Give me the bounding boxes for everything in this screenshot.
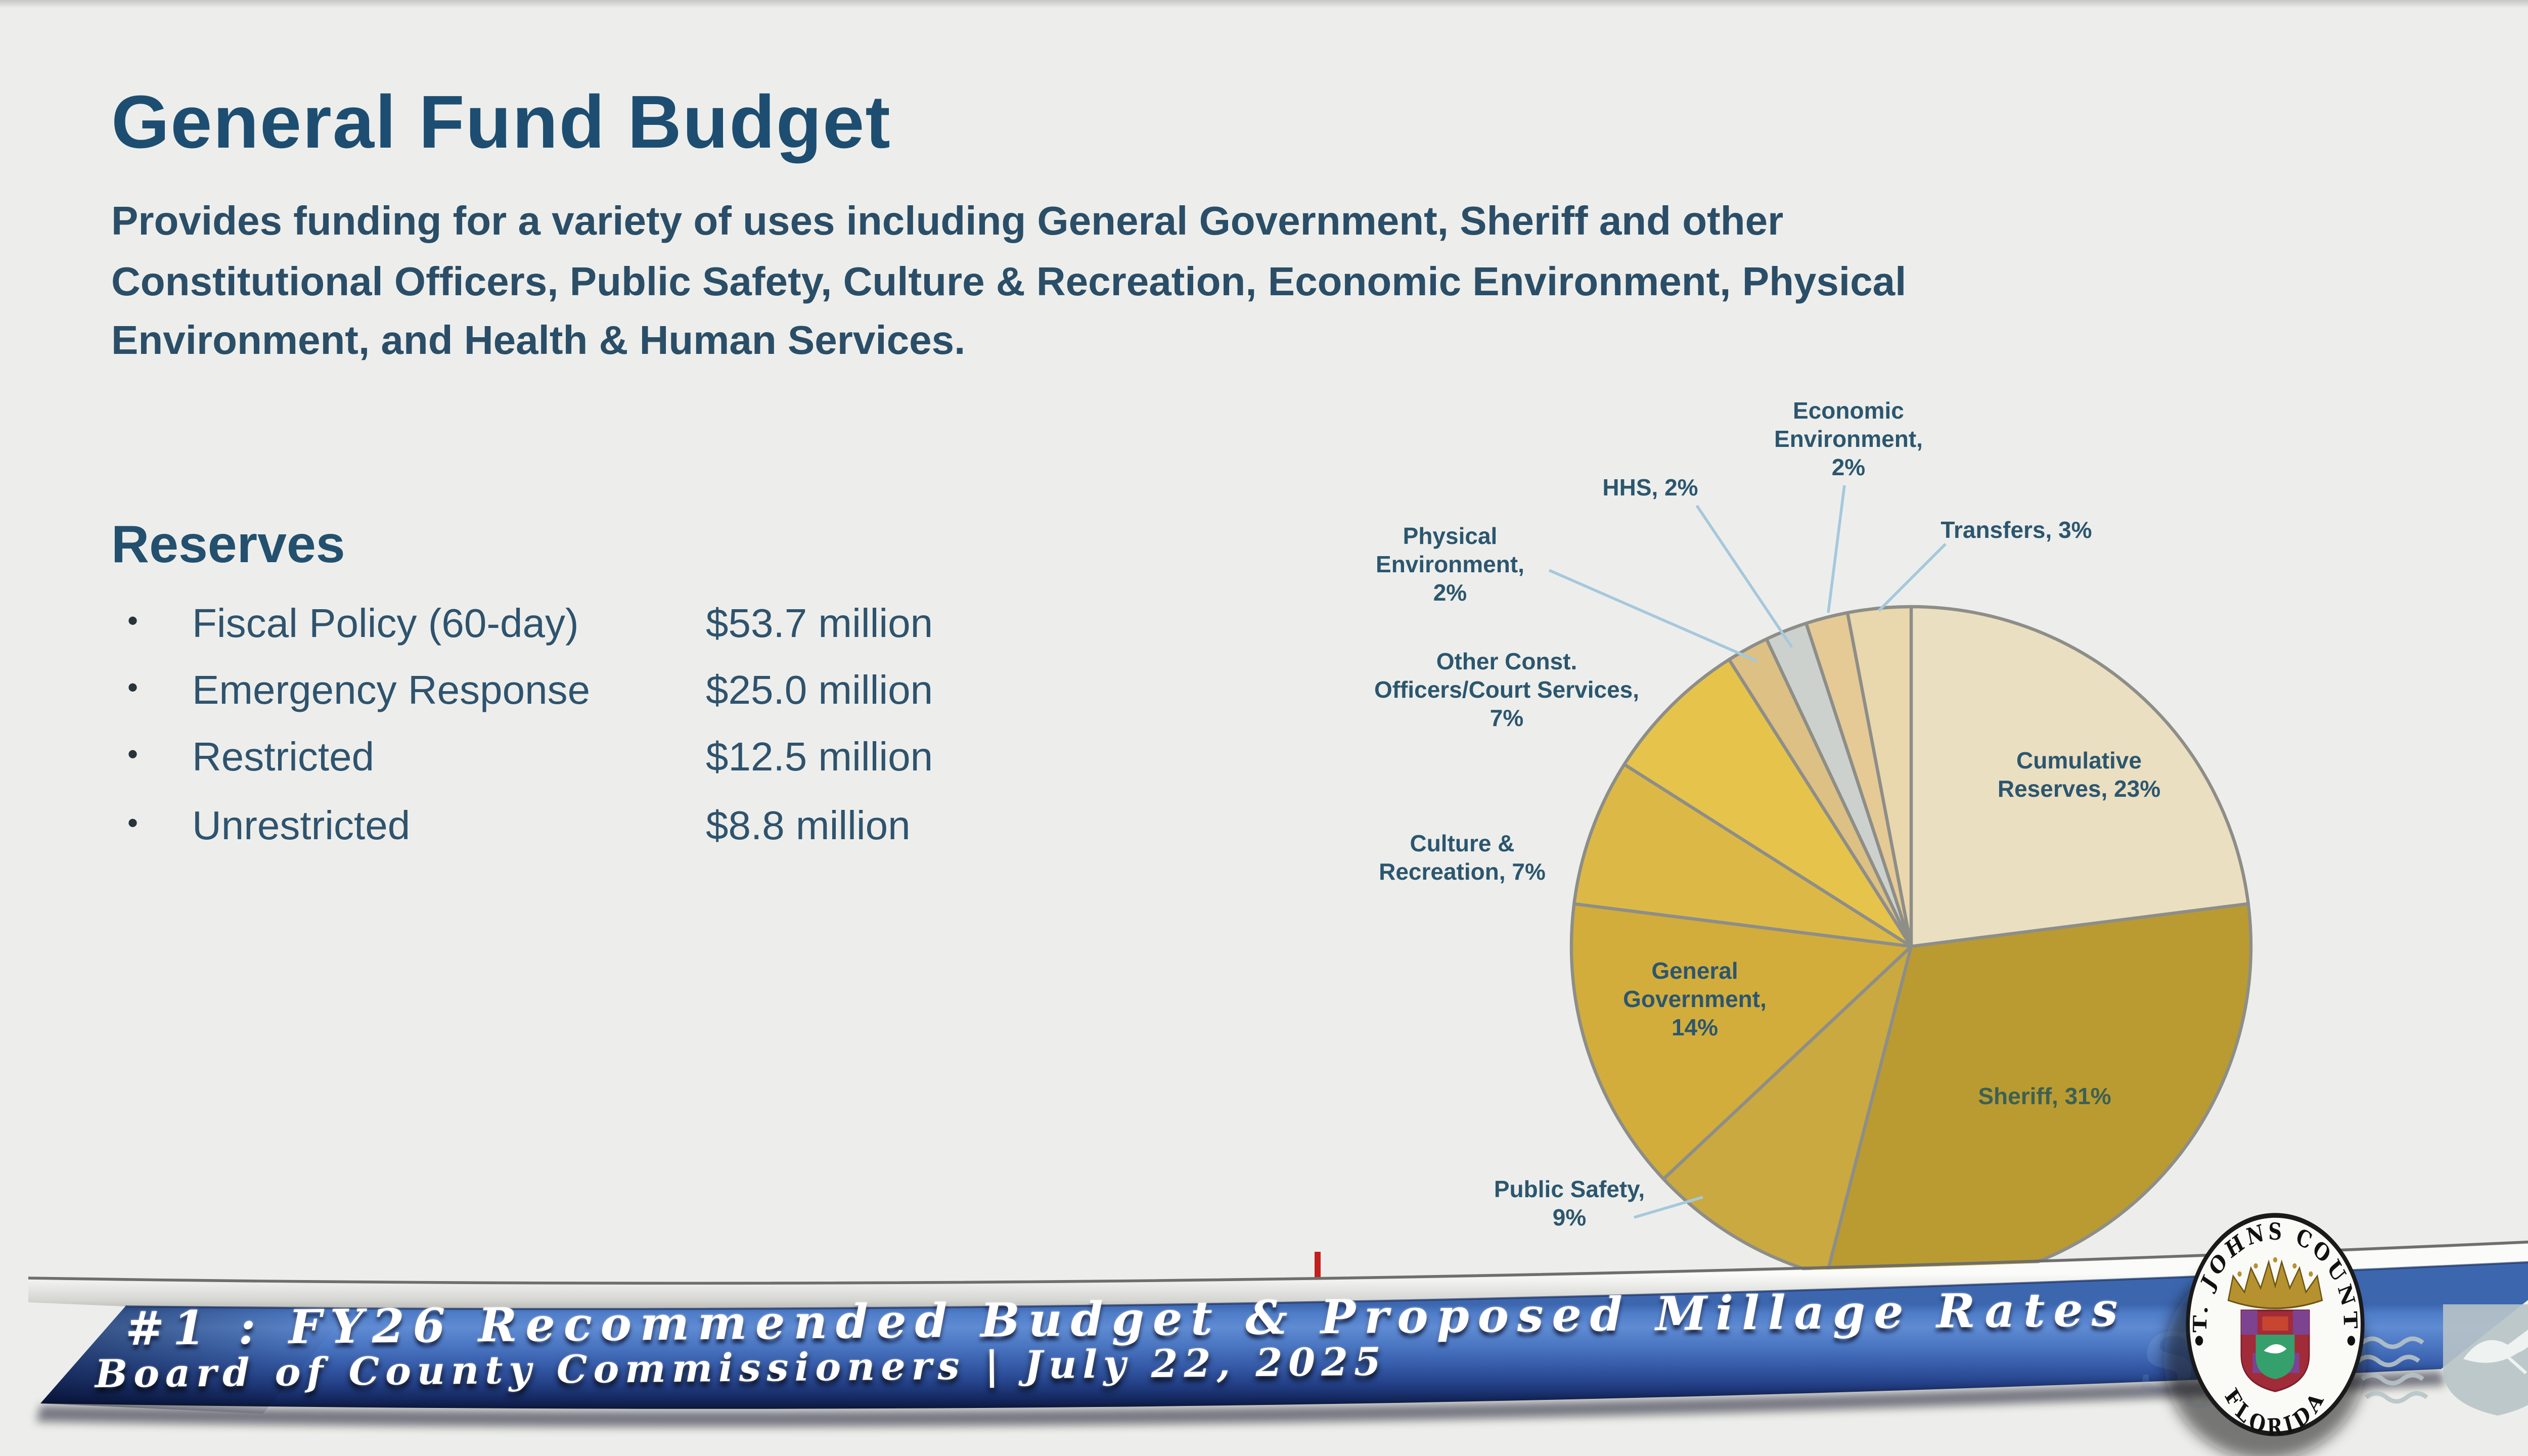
county-seal: ST. JOHNS COUNTY FLORIDA — [2164, 1213, 2366, 1456]
reserve-row-restricted: • Restricted $12.5 million — [111, 736, 1244, 789]
reserve-value: $25.0 million — [706, 669, 933, 714]
pie-label-line: Environment, — [1376, 554, 1524, 578]
pie-slice-cumulative-reserves — [1909, 605, 2250, 948]
pie-label-line: Recreation, 7% — [1379, 861, 1546, 886]
pie-label-culture-recreation: Culture & Recreation, 7% — [1379, 831, 1546, 888]
pie-label-line: Officers/Court Services, — [1374, 679, 1640, 704]
county-watermark-logo — [2357, 1304, 2528, 1416]
bullet-icon: • — [127, 605, 139, 639]
egret-bird-icon — [2463, 1330, 2528, 1375]
pie-label-public-safety: Public Safety, 9% — [1494, 1177, 1645, 1234]
reserve-row-fiscal-policy: • Fiscal Policy (60-day) $53.7 million — [111, 603, 1244, 655]
slide-top-edge — [0, 0, 2528, 8]
banner-top-line — [125, 1261, 2528, 1310]
bullet-icon: • — [127, 671, 139, 706]
leader-line-transfers — [1878, 543, 1947, 612]
reserve-row-unrestricted: • Unrestricted $8.8 million — [111, 805, 1244, 857]
pie-label-line: Sheriff, 31% — [1978, 1086, 2111, 1110]
pie-label-line: 14% — [1671, 1017, 1719, 1041]
pie-label-line: Transfers, 3% — [1940, 520, 2092, 544]
pie-slice-other-const-officers-court-services — [1622, 658, 1913, 948]
video-artifact-red — [1315, 1252, 1320, 1278]
pie-label-line: 2% — [1433, 582, 1467, 607]
pie-label-line: Other Const. — [1436, 651, 1577, 675]
coat-of-arms-icon — [2240, 1309, 2310, 1392]
pie-label-line: Environment, — [1774, 429, 1923, 453]
leader-line-public-safety — [1634, 1196, 1703, 1219]
reserve-value: $8.8 million — [706, 805, 911, 849]
pie-label-line: General — [1651, 961, 1738, 985]
seal-right-dot — [2347, 1336, 2356, 1346]
leader-line-economic-environment — [1827, 485, 1846, 613]
pie-label-line: Government, — [1623, 989, 1767, 1013]
paragraph-line-1: Provides funding for a variety of uses i… — [111, 200, 1784, 245]
reserve-label: Emergency Response — [192, 669, 591, 714]
banner-silver-strip — [28, 1244, 2528, 1309]
pie-slice-general-government — [1569, 902, 1913, 1181]
banner-hairline — [28, 1240, 2528, 1285]
banner-left-shade — [40, 1306, 354, 1414]
reserve-label: Unrestricted — [192, 805, 411, 849]
leader-line-physical-environment — [1548, 569, 1758, 663]
pie-label-line: Reserves, 23% — [1997, 779, 2161, 803]
banner-shadow — [36, 1371, 2445, 1427]
pie-label-line: 9% — [1552, 1207, 1587, 1232]
seal-left-dot — [2195, 1336, 2203, 1346]
pie-label-transfers: Transfers, 3% — [1940, 518, 2092, 546]
reserve-label: Fiscal Policy (60-day) — [192, 603, 579, 647]
paragraph-line-3: Environment, and Health & Human Services… — [111, 320, 966, 364]
reserve-value: $53.7 million — [706, 603, 933, 647]
slide-paragraph: Provides funding for a variety of uses i… — [111, 194, 1906, 373]
pie-label-general-government: General Government, 14% — [1623, 959, 1767, 1043]
bullet-icon: • — [127, 807, 139, 841]
pie-label-line: 7% — [1489, 708, 1524, 732]
pie-label-cumulative-reserves: Cumulative Reserves, 23% — [1998, 748, 2160, 805]
pie-label-line: Physical — [1403, 526, 1498, 550]
crown-icon — [2227, 1257, 2323, 1309]
page-title: General Fund Budget — [111, 81, 891, 164]
leader-line-hhs — [1695, 505, 1793, 648]
reserve-value: $12.5 million — [706, 736, 933, 781]
paragraph-line-2: Constitutional Officers, Public Safety, … — [111, 260, 1907, 304]
pie-label-line: Culture & — [1410, 833, 1515, 857]
waves-icon — [2357, 1336, 2428, 1404]
pie-slice-culture-recreation — [1572, 762, 1913, 948]
pie-label-line: Economic — [1793, 400, 1904, 425]
bullet-icon: • — [127, 738, 139, 772]
pie-label-line: 2% — [1831, 457, 1866, 481]
pie-label-line: Public Safety, — [1494, 1179, 1645, 1203]
pie-label-physical-environment: Physical Environment, 2% — [1376, 524, 1524, 609]
pie-slice-transfers — [1845, 605, 1913, 948]
pie-label-hhs: HHS, 2% — [1602, 475, 1698, 504]
reserves-heading: Reserves — [111, 514, 345, 574]
pie-label-sheriff: Sheriff, 31% — [1978, 1084, 2111, 1112]
pie-label-economic-environment: Economic Environment, 2% — [1774, 398, 1923, 483]
reserve-row-emergency-response: • Emergency Response $25.0 million — [111, 669, 1244, 722]
pie-label-other-const-officers: Other Const. Officers/Court Services, 7% — [1374, 649, 1639, 734]
reserve-label: Restricted — [192, 736, 375, 781]
pie-label-line: HHS, 2% — [1602, 477, 1698, 502]
banner-ribbon — [40, 1262, 2528, 1409]
pie-label-line: Cumulative — [2016, 750, 2142, 775]
